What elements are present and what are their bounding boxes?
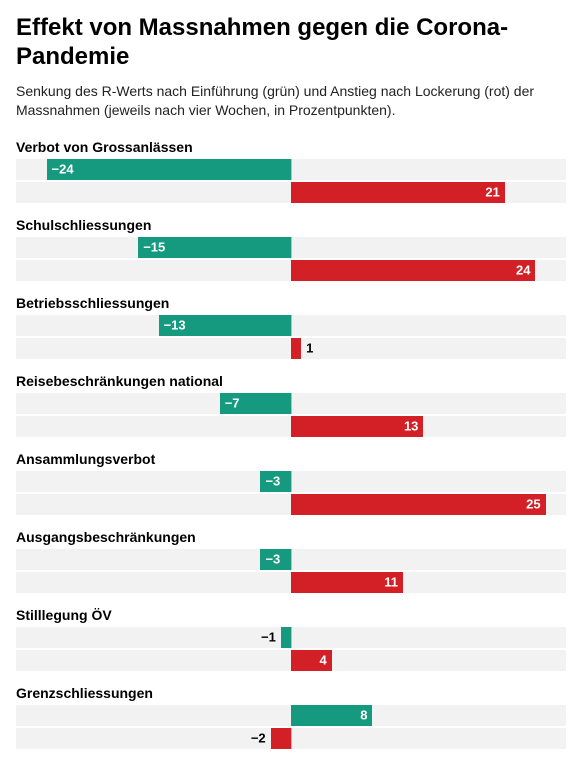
measure-label: Stilllegung ÖV	[16, 607, 566, 623]
bar-track: −7	[16, 393, 566, 414]
bar-track: 4	[16, 650, 566, 671]
bar-value: 21	[480, 185, 504, 200]
bar-value: 1	[301, 341, 318, 356]
bar-value: 4	[315, 653, 332, 668]
bar-value: −15	[138, 240, 170, 255]
bar	[291, 338, 301, 359]
zero-axis	[291, 159, 292, 180]
bar-value: −24	[47, 162, 79, 177]
zero-axis	[291, 393, 292, 414]
measure-label: Ausgangsbeschränkungen	[16, 529, 566, 545]
bar-track: −3	[16, 549, 566, 570]
diverging-bar-chart: Verbot von Grossanlässen−2421Schulschlie…	[16, 139, 566, 749]
bar	[47, 159, 291, 180]
measure-label: Verbot von Grossanlässen	[16, 139, 566, 155]
measure-group: Schulschliessungen −15 24	[16, 217, 566, 281]
bar	[291, 494, 546, 515]
chart-subtitle: Senkung des R-Werts nach Einführung (grü…	[16, 82, 566, 121]
bar-value: 11	[379, 575, 403, 590]
bar-value: 13	[399, 419, 423, 434]
zero-axis	[291, 728, 292, 749]
measure-group: Stilllegung ÖV −1 4	[16, 607, 566, 671]
measure-group: Reisebeschränkungen national −7 13	[16, 373, 566, 437]
bar-value: −13	[159, 318, 191, 333]
measure-group: Ausgangsbeschränkungen −3 11	[16, 529, 566, 593]
bar-value: −3	[260, 474, 285, 489]
zero-axis	[291, 315, 292, 336]
chart-title: Effekt von Massnahmen gegen die Corona-P…	[16, 14, 566, 72]
measure-label: Grenzschliessungen	[16, 685, 566, 701]
bar	[281, 627, 291, 648]
bar-track: −24	[16, 159, 566, 180]
bar-track: 13	[16, 416, 566, 437]
bar-track: 1	[16, 338, 566, 359]
bar-track: 25	[16, 494, 566, 515]
zero-axis	[291, 471, 292, 492]
measure-label: Ansammlungsverbot	[16, 451, 566, 467]
measure-group: Grenzschliessungen 8 −2	[16, 685, 566, 749]
bar-value: 8	[355, 708, 372, 723]
bar-value: −2	[246, 731, 271, 746]
bar	[291, 182, 505, 203]
bar-track: −2	[16, 728, 566, 749]
bar	[271, 728, 291, 749]
bar-track: −3	[16, 471, 566, 492]
measure-label: Schulschliessungen	[16, 217, 566, 233]
bar-track: −15	[16, 237, 566, 258]
bar-track: −13	[16, 315, 566, 336]
measure-label: Betriebsschliessungen	[16, 295, 566, 311]
measure-label: Reisebeschränkungen national	[16, 373, 566, 389]
bar-value: −1	[256, 630, 281, 645]
bar	[291, 260, 535, 281]
bar-track: −1	[16, 627, 566, 648]
bar-value: 25	[521, 497, 545, 512]
zero-axis	[291, 627, 292, 648]
bar-value: −7	[220, 396, 245, 411]
bar-track: 11	[16, 572, 566, 593]
bar-value: −3	[260, 552, 285, 567]
zero-axis	[291, 237, 292, 258]
bar-track: 24	[16, 260, 566, 281]
bar-value: 24	[511, 263, 535, 278]
measure-group: Ansammlungsverbot −3 25	[16, 451, 566, 515]
bar-track: 21	[16, 182, 566, 203]
zero-axis	[291, 549, 292, 570]
measure-group: Betriebsschliessungen −13 1	[16, 295, 566, 359]
measure-group: Verbot von Grossanlässen −24 21	[16, 139, 566, 203]
bar-track: 8	[16, 705, 566, 726]
